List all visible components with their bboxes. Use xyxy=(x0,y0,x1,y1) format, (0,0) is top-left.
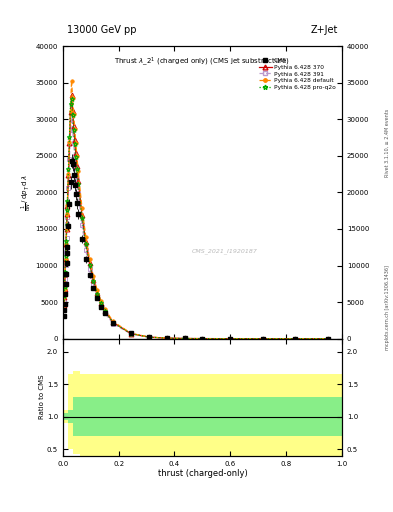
Text: Thrust $\lambda\_2^1$ (charged only) (CMS jet substructure): Thrust $\lambda\_2^1$ (charged only) (CM… xyxy=(114,55,290,68)
Y-axis label: Ratio to CMS: Ratio to CMS xyxy=(39,375,45,419)
X-axis label: thrust (charged-only): thrust (charged-only) xyxy=(158,470,247,478)
Y-axis label: $\frac{1}{\mathrm{d}N}\,/\,\mathrm{d}p_T\,\mathrm{d}\,\lambda$: $\frac{1}{\mathrm{d}N}\,/\,\mathrm{d}p_T… xyxy=(20,174,34,210)
Legend: CMS, Pythia 6.428 370, Pythia 6.428 391, Pythia 6.428 default, Pythia 6.428 pro-: CMS, Pythia 6.428 370, Pythia 6.428 391,… xyxy=(256,56,338,92)
Text: Z+Jet: Z+Jet xyxy=(310,25,338,35)
Text: 13000 GeV pp: 13000 GeV pp xyxy=(67,25,136,35)
Text: CMS_2021_I1920187: CMS_2021_I1920187 xyxy=(192,248,258,254)
Text: mcplots.cern.ch [arXiv:1306.3436]: mcplots.cern.ch [arXiv:1306.3436] xyxy=(385,265,390,350)
Text: Rivet 3.1.10, ≥ 2.4M events: Rivet 3.1.10, ≥ 2.4M events xyxy=(385,109,390,178)
